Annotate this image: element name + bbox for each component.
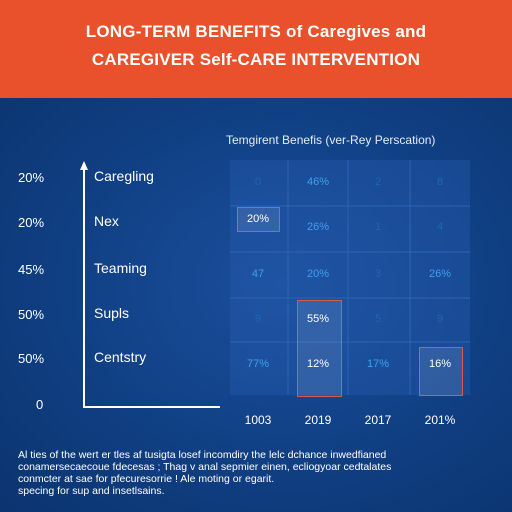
x-axis-tick-label: 2019 <box>304 413 332 427</box>
footer-line: specing for sup and insetlsains. <box>18 485 165 497</box>
y-axis-arrow-icon <box>80 161 88 170</box>
y-axis-tick-label: 20% <box>18 170 45 185</box>
table-panel <box>230 160 470 395</box>
highlight-box <box>419 347 463 396</box>
highlight-box <box>297 300 342 397</box>
footer-line: conamersecaecoue fdecesas ; Thag v anal … <box>18 461 392 473</box>
row-label: Teaming <box>94 260 147 276</box>
y-axis-tick-label: 0 <box>36 397 44 412</box>
title-line-1: LONG-TERM BENEFITS of Caregives and <box>85 22 427 41</box>
table-cell: 4 <box>436 221 444 233</box>
chart-subtitle: Temgirent Benefis (ver-Rey Perscation) <box>226 133 436 147</box>
title-line-2: CAREGIVER Self-CARE INTERVENTION <box>91 50 421 69</box>
table-cell: 26% <box>428 268 452 280</box>
table-cell: 5 <box>374 313 382 325</box>
y-axis-line <box>83 168 85 408</box>
table-cell: 77% <box>246 358 270 370</box>
x-axis-tick-label: 1003 <box>244 413 272 427</box>
y-axis-tick-label: 45% <box>18 262 45 277</box>
table-cell: 17% <box>366 358 390 370</box>
table-cell: 16% <box>428 358 452 370</box>
table-cell: 20% <box>246 213 270 225</box>
table-cell: 20% <box>306 268 330 280</box>
footer-note: Al ties of the wert er tles af tusigta l… <box>18 449 498 497</box>
table-cell: 1 <box>374 221 382 233</box>
table-cell: 2 <box>374 176 382 188</box>
table-cell: 8 <box>436 176 444 188</box>
footer-line: Al ties of the wert er tles af tusigta l… <box>18 449 387 461</box>
table-cell: 9 <box>436 313 444 325</box>
x-axis-line <box>83 406 220 408</box>
table-cell: 9 <box>254 313 262 325</box>
table-cell: 3 <box>374 268 382 280</box>
y-axis-tick-label: 50% <box>18 351 45 366</box>
row-label: Supls <box>94 305 130 321</box>
header-banner: LONG-TERM BENEFITS of Caregives and CARE… <box>0 0 512 98</box>
footer-line: conmcter at sae for pfecuresorrie ! Ale … <box>18 473 275 485</box>
x-axis-tick-label: 2017 <box>364 413 392 427</box>
table-cell: 12% <box>306 358 330 370</box>
table-cell: 46% <box>306 176 330 188</box>
table-cell: 26% <box>306 221 330 233</box>
y-axis-tick-label: 20% <box>18 215 45 230</box>
row-label: Nex <box>94 213 119 229</box>
highlight-box <box>237 207 280 232</box>
table-cell: 55% <box>306 313 330 325</box>
y-axis-tick-label: 50% <box>18 307 45 322</box>
x-axis-tick-label: 201% <box>424 413 456 427</box>
row-label: Caregling <box>94 168 154 184</box>
row-label: Centstry <box>94 349 147 365</box>
table-cell: 47 <box>251 268 265 280</box>
table-cell: 0 <box>254 176 262 188</box>
